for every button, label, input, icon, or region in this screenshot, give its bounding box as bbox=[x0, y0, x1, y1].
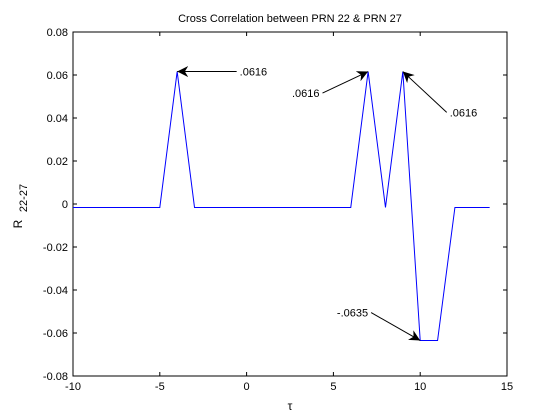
y-tick-label: -0.06 bbox=[43, 328, 68, 340]
annotation-label: .0616 bbox=[240, 67, 268, 79]
x-tick-label: 15 bbox=[501, 381, 513, 393]
y-axis-label: R 22-27 bbox=[11, 184, 30, 228]
y-tick-label: -0.02 bbox=[43, 242, 68, 254]
y-tick-label: 0.08 bbox=[47, 27, 68, 39]
x-tick-label: 10 bbox=[414, 381, 426, 393]
annotation-arrow bbox=[402, 71, 448, 113]
y-tick-label: 0.02 bbox=[47, 156, 68, 168]
x-tick-label: -10 bbox=[65, 381, 81, 393]
x-tick-label: 0 bbox=[244, 381, 250, 393]
y-tick-label: 0.06 bbox=[47, 70, 68, 82]
y-axis-label-main: R bbox=[11, 219, 25, 228]
series-line bbox=[73, 71, 490, 342]
annotation-label: .0616 bbox=[292, 88, 320, 100]
annotation-label: -.0635 bbox=[337, 308, 368, 320]
plot-area: -10 -5 0 5 10 15 -0.08 -0.06 -0.04 -0.02 0 0.02 0.04… bbox=[43, 27, 513, 393]
chart-title: Cross Correlation between PRN 22 & PRN 2… bbox=[178, 13, 402, 25]
x-axis-label: τ bbox=[288, 399, 293, 413]
y-tick-label: 0 bbox=[62, 199, 68, 211]
annotation-label: .0616 bbox=[450, 107, 478, 119]
annotation-arrow bbox=[370, 312, 421, 341]
axes-box bbox=[72, 31, 508, 377]
x-tick-label: -5 bbox=[155, 381, 165, 393]
y-tick-label: -0.04 bbox=[43, 285, 68, 297]
y-tick-label: 0.04 bbox=[47, 113, 68, 125]
y-tick-label: -0.08 bbox=[43, 371, 68, 383]
y-axis-label-subscript: 22-27 bbox=[18, 184, 30, 212]
annotation-arrow bbox=[322, 71, 369, 94]
x-tick-label: 5 bbox=[330, 381, 336, 393]
